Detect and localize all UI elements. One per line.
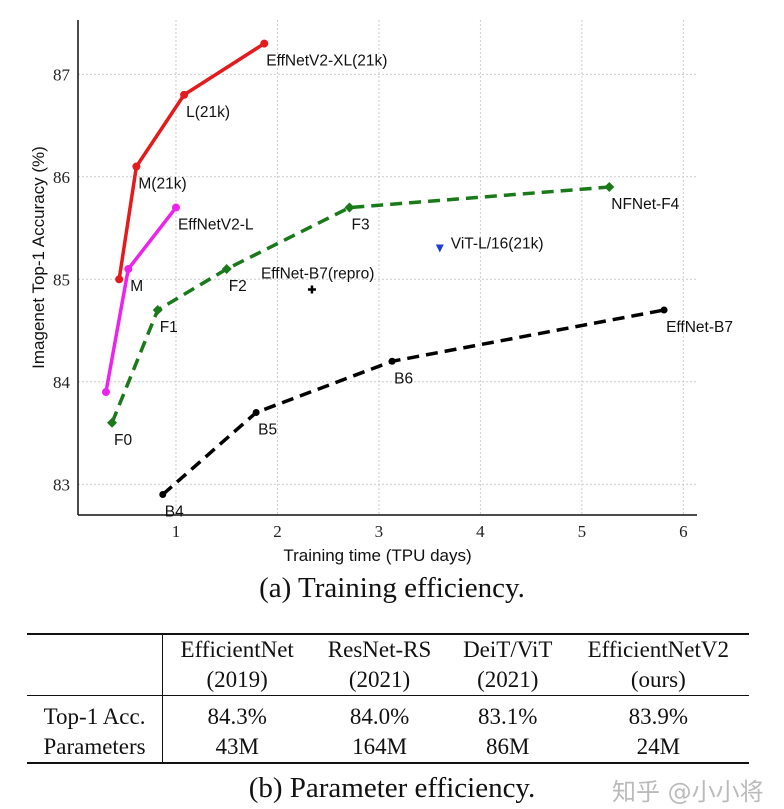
parameter-efficiency-table: EfficientNet (2019) ResNet-RS (2021) DeiT/… — [27, 633, 749, 764]
x-tick-label: 1 — [172, 522, 181, 541]
x-tick-label: 4 — [476, 522, 485, 541]
y-tick-label: 86 — [53, 168, 70, 187]
y-tick-label: 85 — [53, 270, 70, 289]
series-line-1 — [104, 206, 178, 393]
table-row: Top-1 Acc. 84.3% 84.0% 83.1% 83.9% — [27, 695, 749, 732]
data-point — [435, 244, 444, 253]
data-point — [252, 409, 260, 417]
data-label: L(21k) — [186, 104, 230, 121]
data-label: F1 — [160, 319, 178, 336]
x-tick-label: 6 — [679, 522, 688, 541]
data-label: B5 — [258, 422, 277, 439]
data-label: EffNetV2-L — [178, 217, 254, 234]
series-line-3 — [161, 308, 665, 496]
chart-caption: (a) Training efficiency. — [259, 572, 525, 604]
data-point — [221, 264, 232, 275]
data-label: EffNetV2-XL(21k) — [266, 53, 387, 70]
col-header: EfficientNet (2019) — [180, 637, 294, 692]
data-label: B4 — [165, 504, 184, 521]
data-point — [344, 202, 355, 213]
y-tick-label: 87 — [53, 65, 71, 84]
col-header: DeiT/ViT (2021) — [463, 637, 553, 692]
y-axis-label: Imagenet Top-1 Accuracy (%) — [29, 146, 48, 369]
data-point — [159, 491, 167, 499]
data-point — [171, 203, 180, 212]
x-tick-label: 3 — [375, 522, 384, 541]
data-point — [124, 265, 133, 274]
x-tick-label: 2 — [273, 522, 282, 541]
data-point — [132, 162, 141, 171]
col-header: EfficientNetV2 (ours) — [587, 637, 729, 692]
table-caption: (b) Parameter efficiency. — [248, 772, 536, 804]
data-point — [107, 417, 118, 428]
col-header: ResNet-RS (2021) — [327, 637, 432, 692]
y-tick-label: 84 — [53, 373, 71, 392]
data-point — [101, 388, 110, 397]
data-label: M — [130, 278, 143, 295]
watermark: 知乎 @小小将 — [612, 778, 764, 806]
data-label: NFNet-F4 — [611, 196, 679, 213]
data-point — [660, 306, 668, 314]
data-label: F2 — [229, 278, 247, 295]
table-row: Parameters 43M 164M 86M 24M — [27, 732, 749, 763]
data-label: EffNet-B7 — [666, 319, 733, 336]
data-point — [388, 357, 396, 365]
data-label: M(21k) — [138, 176, 186, 193]
data-point — [152, 305, 163, 316]
data-label: F3 — [351, 217, 369, 234]
data-point — [604, 182, 615, 193]
data-label: ViT-L/16(21k) — [451, 236, 544, 253]
data-point — [307, 285, 316, 294]
series-line-0 — [117, 42, 266, 280]
data-point — [115, 275, 124, 284]
y-tick-label: 83 — [53, 475, 70, 494]
data-point — [260, 39, 269, 48]
data-label: EffNet-B7(repro) — [261, 266, 374, 283]
data-point — [180, 90, 189, 99]
x-axis-label: Training time (TPU days) — [283, 546, 471, 565]
data-label: F0 — [114, 432, 132, 449]
data-label: B6 — [394, 370, 413, 387]
x-tick-label: 5 — [578, 522, 587, 541]
training-efficiency-chart: 1 2 3 4 5 6 83 84 85 86 87 Training time (TPU days)… — [29, 20, 733, 565]
